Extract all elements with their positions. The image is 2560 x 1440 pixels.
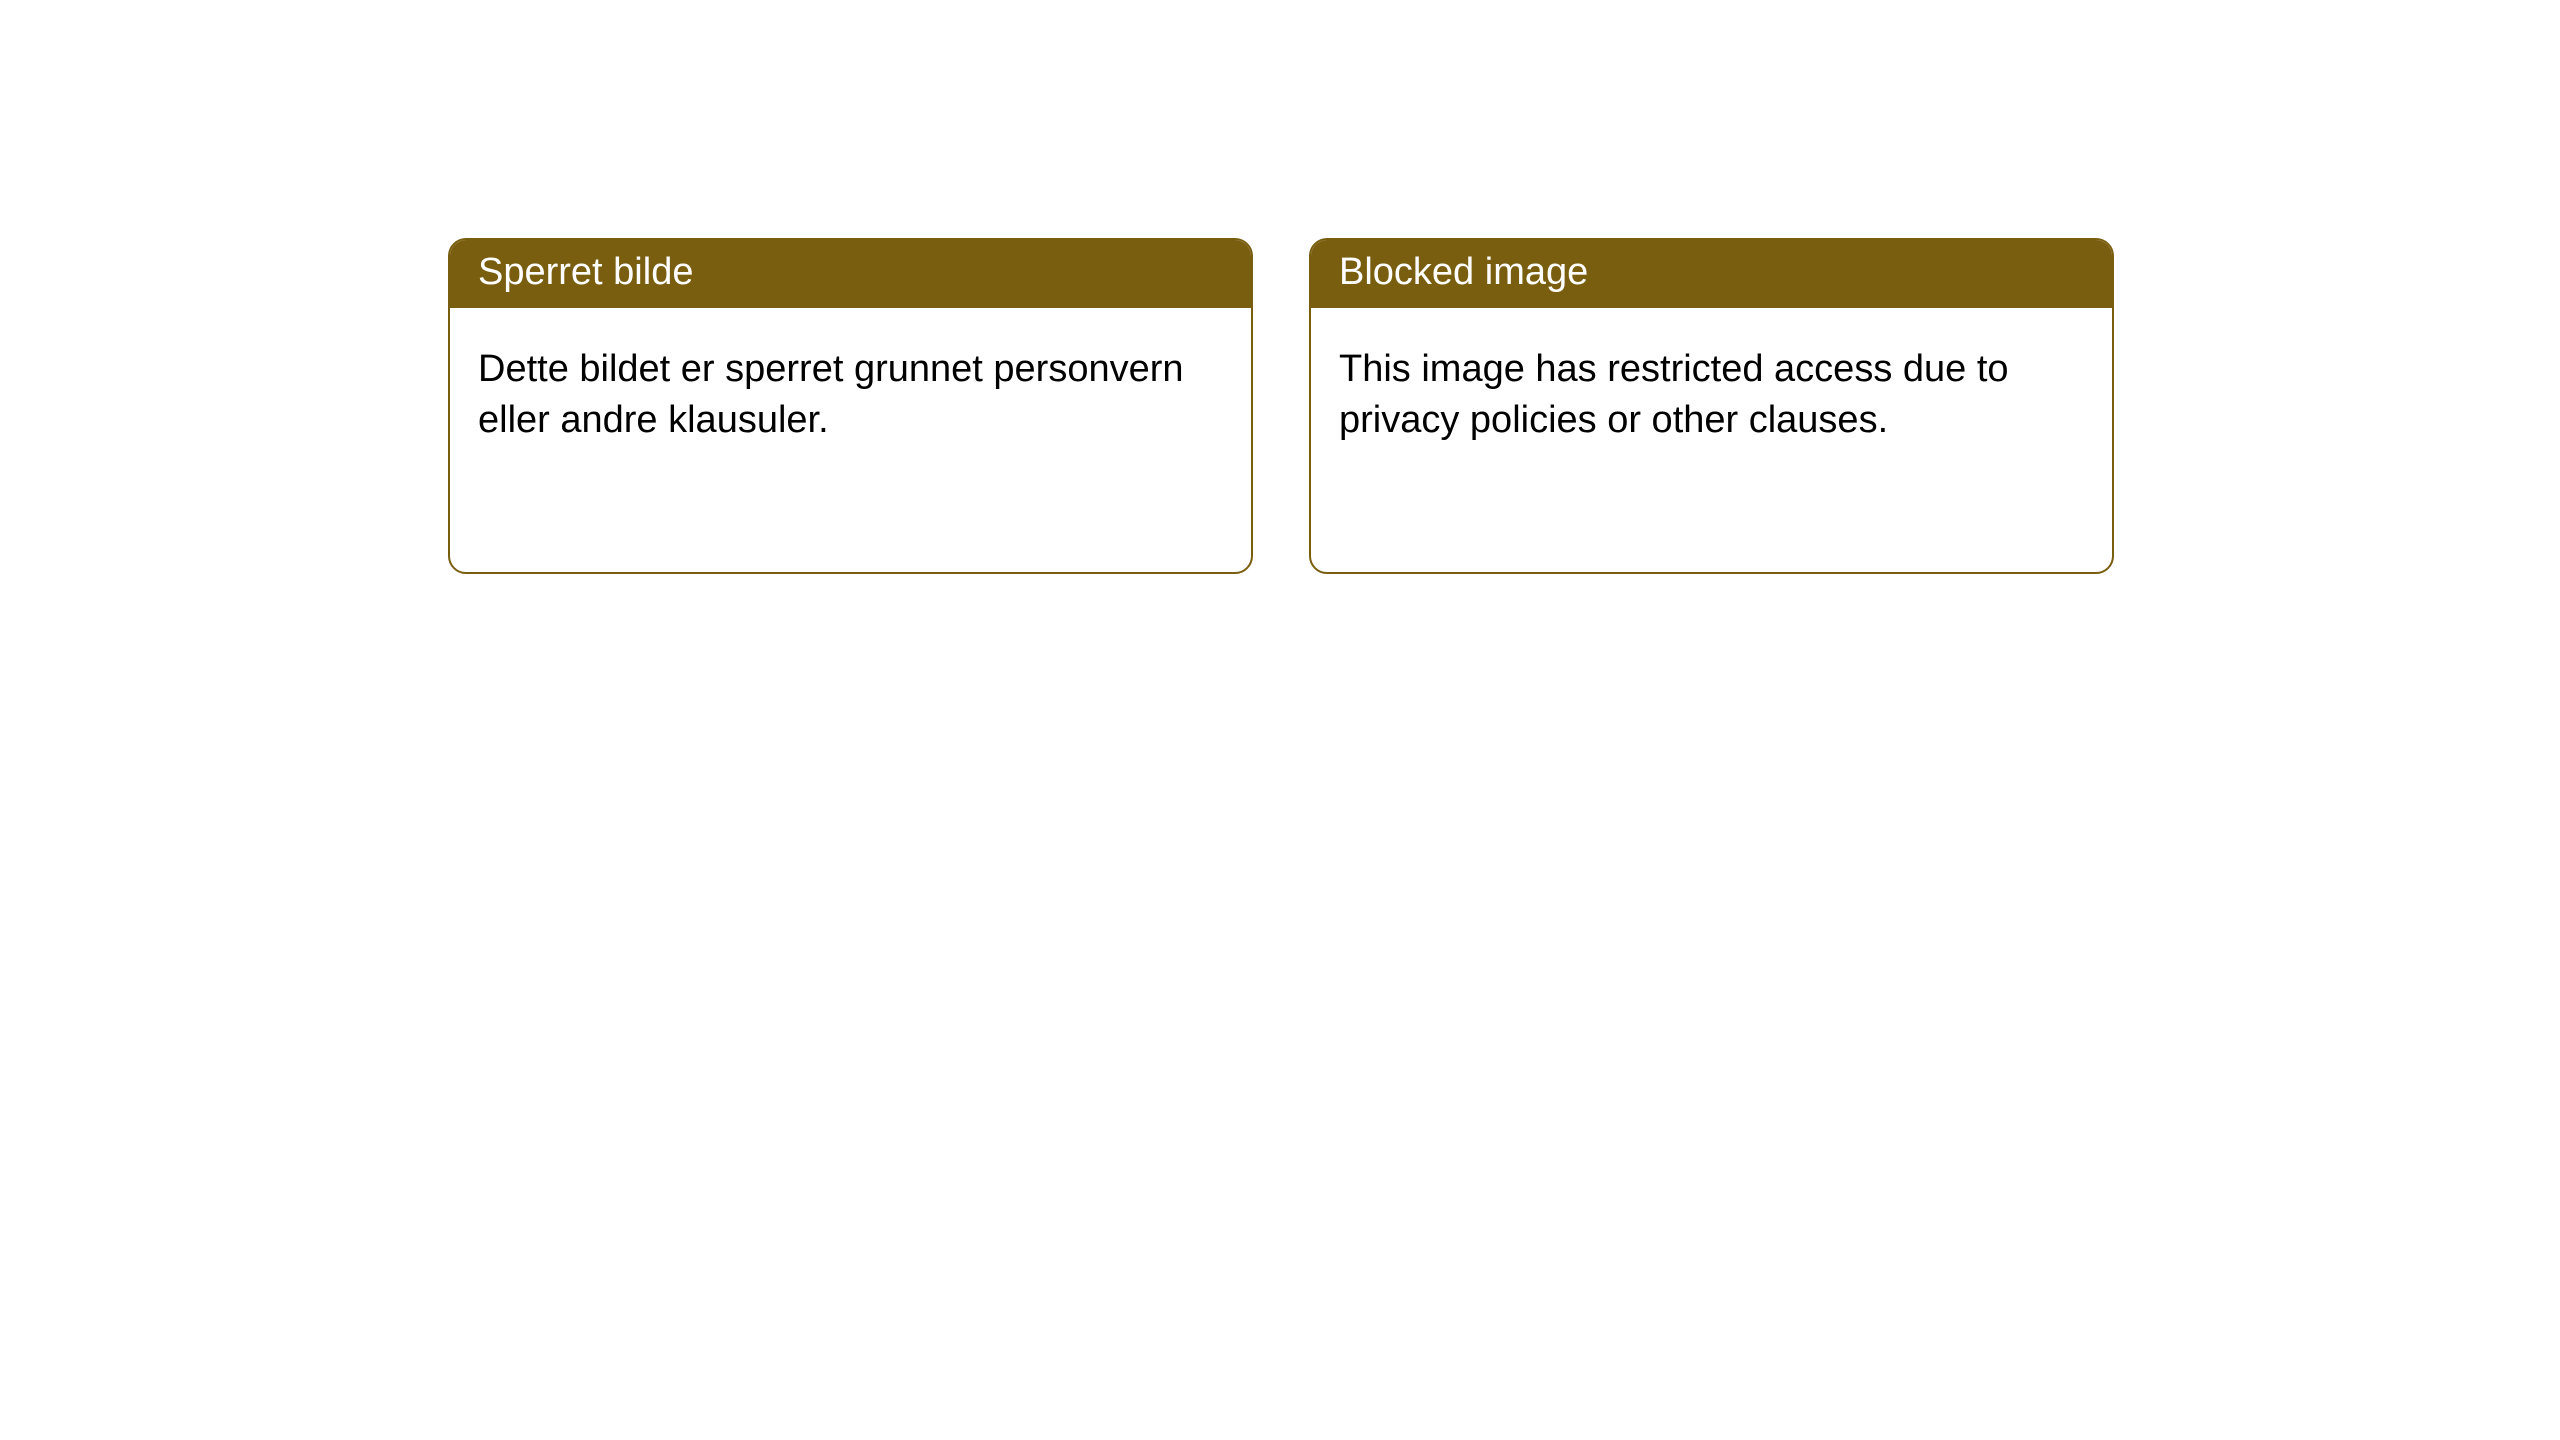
card-body-en: This image has restricted access due to …: [1311, 308, 2112, 483]
card-title-en: Blocked image: [1339, 251, 1588, 293]
card-header-no: Sperret bilde: [450, 240, 1251, 308]
card-body-text-no: Dette bildet er sperret grunnet personve…: [478, 348, 1184, 441]
blocked-image-card-no: Sperret bilde Dette bildet er sperret gr…: [448, 238, 1253, 574]
card-container: Sperret bilde Dette bildet er sperret gr…: [448, 238, 2560, 574]
blocked-image-card-en: Blocked image This image has restricted …: [1309, 238, 2114, 574]
card-header-en: Blocked image: [1311, 240, 2112, 308]
card-body-no: Dette bildet er sperret grunnet personve…: [450, 308, 1251, 483]
card-body-text-en: This image has restricted access due to …: [1339, 348, 2009, 441]
card-title-no: Sperret bilde: [478, 251, 693, 293]
